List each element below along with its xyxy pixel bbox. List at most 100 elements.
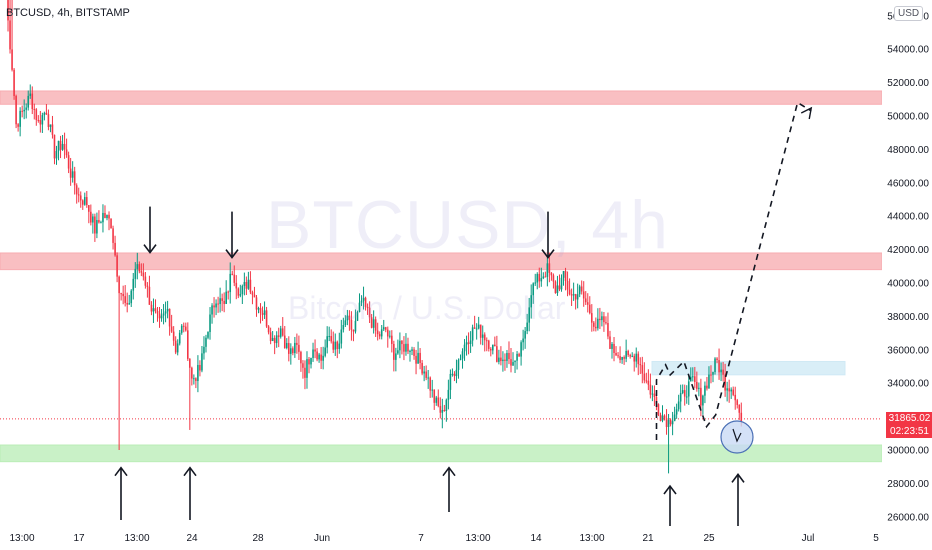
candle-body [429,377,431,391]
candle-body [487,340,490,349]
candle-body [601,316,603,321]
candle-body [382,327,385,330]
candle-body [566,280,569,290]
candle-body [227,291,229,293]
candle-body [572,294,575,296]
candle-body [712,372,714,375]
time-tick-label: 13:00 [124,533,149,544]
price-tick-label: 54000.00 [887,45,929,56]
candle-body [142,272,145,277]
candle-body [207,332,209,338]
candle-body [740,412,743,422]
candle-body [417,352,419,364]
time-tick-label: 21 [642,533,654,544]
time-tick-label: 5 [873,533,879,544]
candle-body [259,308,262,313]
candle-body [283,335,286,349]
candle-body [639,364,642,366]
candle-body [443,409,446,411]
candle-body [524,331,526,339]
up-arrow-head [731,473,745,483]
candle-body [738,404,741,413]
candle-body [522,338,524,343]
candle-body [296,342,298,345]
candle-body [431,389,434,391]
candle-body [102,212,104,223]
candle-body [376,330,379,335]
candle-body [609,336,611,349]
candle-body [681,390,684,393]
time-tick-label: 13:00 [465,533,490,544]
candle-body [736,400,739,405]
candle-body [617,355,619,357]
candle-body [75,185,78,195]
candle-body [330,336,333,342]
candle-body [496,346,498,362]
bar-countdown: 02:23:51 [890,426,929,437]
candle-body [257,308,260,310]
candle-body [269,332,272,342]
candle-body [401,340,403,345]
time-axis-bg [0,526,932,550]
candle-body [182,325,185,327]
price-tick-label: 48000.00 [887,145,929,156]
candle-body [316,351,318,360]
candle-body [700,387,702,406]
candle-body [370,317,373,328]
candle-body [23,109,25,112]
candle-body [407,343,409,352]
candle-body [526,322,528,332]
candle-body [633,355,636,362]
candle-body [35,109,38,120]
candle-body [395,353,397,360]
candle-body [146,285,149,287]
time-axis: 13:00 17 13:00 24 28 Jun 7 13:00 14 13:00 21 25 Jul 5 [0,526,932,550]
candle-body [338,343,341,350]
candle-body [92,216,94,223]
candle-body [302,363,304,368]
candle-body [306,359,308,378]
candle-body [409,350,411,352]
candle-body [271,337,274,342]
candle-body [11,49,13,70]
time-tick-label: 24 [186,533,198,544]
candle-body [205,337,207,347]
candle-body [607,323,609,337]
candle-body [514,360,516,363]
time-tick-label: 17 [73,533,85,544]
symbol-watermark: BTCUSD, 4h [266,187,669,263]
candle-body [71,171,74,178]
projection-arrowhead [800,106,813,120]
candle-body [734,394,737,401]
candle-body [166,308,169,312]
candle-body [473,327,476,329]
candle-body [588,304,591,314]
candle-body [211,305,213,315]
candle-body [180,325,183,333]
candle-body [724,374,726,391]
candle-body [433,389,436,403]
candle-body [653,393,656,398]
candle-body [518,353,520,357]
price-axis-bg [882,0,932,550]
candle-body [498,357,500,362]
candle-body [253,294,256,298]
candle-body [546,263,549,277]
candle-body [51,124,54,135]
candle-body [187,330,189,359]
candle-body [104,212,106,219]
candle-body [479,324,482,338]
candle-body [483,334,486,341]
candle-body [661,415,664,421]
candle-body [231,273,234,275]
candle-body [55,151,58,159]
up-arrow-head [183,466,197,477]
candle-body [380,329,383,337]
candle-body [245,282,248,289]
candle-body [223,300,225,304]
price-tick-label: 46000.00 [887,178,929,189]
currency-button[interactable]: USD [894,6,924,21]
candle-body [73,171,76,186]
candle-body [356,312,359,321]
